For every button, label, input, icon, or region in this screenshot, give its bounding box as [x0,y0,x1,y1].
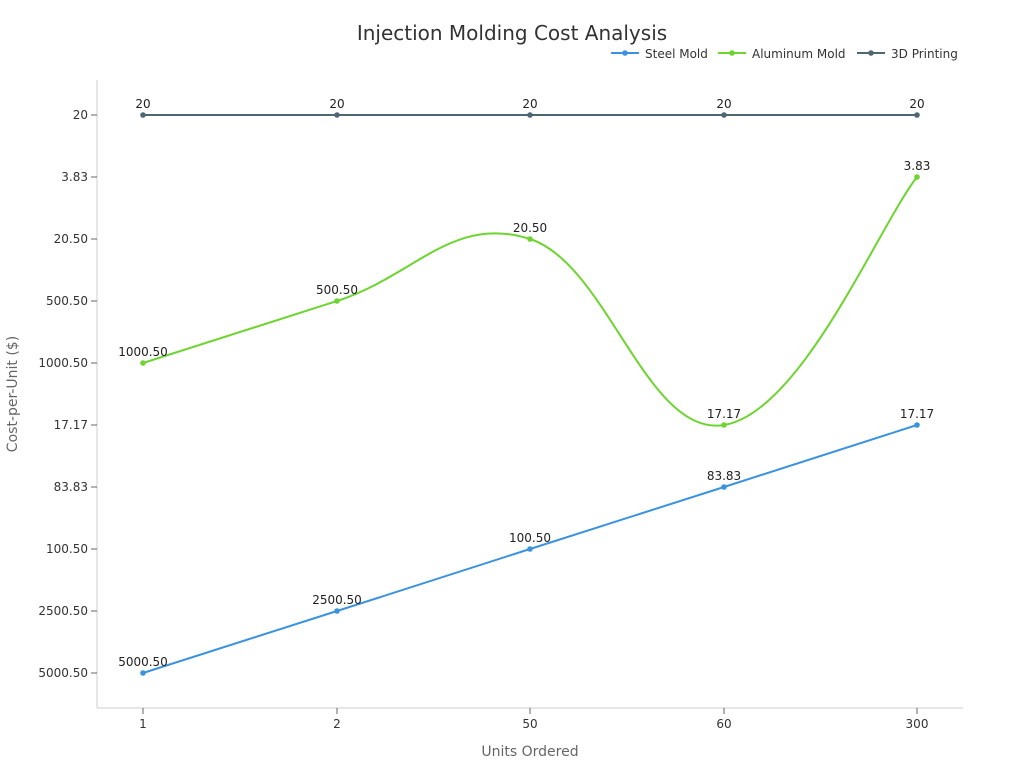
data-point-steel-mold[interactable] [527,546,533,552]
legend-marker [622,50,628,56]
x-tick-label: 60 [716,717,731,731]
y-tick-label: 17.17 [54,418,88,432]
legend-item-3d-printing[interactable]: 3D Printing [857,47,958,61]
legend: Steel Mold Aluminum Mold 3D Printing [611,47,958,61]
x-tick-label: 2 [333,717,341,731]
y-tick-label: 20.50 [54,232,88,246]
x-tick-label: 1 [139,717,147,731]
legend-marker [729,50,735,56]
data-point-3d-printing[interactable] [140,112,146,118]
y-axis-ticks: 5000.50 2500.50 100.50 83.83 17.17 1000.50 500… [38,108,97,680]
data-label-steel-mold: 2500.50 [312,593,362,607]
data-label-steel-mold: 100.50 [509,531,551,545]
data-point-3d-printing[interactable] [914,112,920,118]
y-tick-label: 20 [73,108,88,122]
y-tick-label: 83.83 [54,480,88,494]
data-label-aluminum-mold: 1000.50 [118,345,168,359]
data-label-3d-printing: 20 [522,97,537,111]
data-point-aluminum-mold[interactable] [721,422,727,428]
data-point-steel-mold[interactable] [914,422,920,428]
data-label-aluminum-mold: 500.50 [316,283,358,297]
legend-label: Aluminum Mold [752,47,846,61]
legend-item-aluminum-mold[interactable]: Aluminum Mold [718,47,846,61]
data-label-aluminum-mold: 20.50 [513,221,547,235]
y-tick-label: 500.50 [46,294,88,308]
series-steel-mold: 5000.50 2500.50 100.50 83.83 17.17 [118,407,934,676]
x-axis-ticks: 1 2 50 60 300 [139,708,928,731]
y-tick-label: 3.83 [61,170,88,184]
data-label-steel-mold: 5000.50 [118,655,168,669]
series-layer: 5000.50 2500.50 100.50 83.83 17.17 1000.50 500… [118,97,934,676]
legend-label: Steel Mold [645,47,708,61]
y-tick-label: 2500.50 [38,604,88,618]
series-3d-printing: 20 20 20 20 20 [135,97,925,118]
data-point-aluminum-mold[interactable] [914,174,920,180]
legend-item-steel-mold[interactable]: Steel Mold [611,47,708,61]
data-label-steel-mold: 83.83 [707,469,741,483]
data-point-steel-mold[interactable] [334,608,340,614]
data-point-3d-printing[interactable] [334,112,340,118]
data-label-aluminum-mold: 3.83 [904,159,931,173]
x-axis-title: Units Ordered [481,744,578,760]
data-label-aluminum-mold: 17.17 [707,407,741,421]
legend-marker [868,50,874,56]
data-point-aluminum-mold[interactable] [527,236,533,242]
data-point-3d-printing[interactable] [527,112,533,118]
data-label-steel-mold: 17.17 [900,407,934,421]
data-label-3d-printing: 20 [135,97,150,111]
chart-title: Injection Molding Cost Analysis [357,21,667,45]
data-point-aluminum-mold[interactable] [334,298,340,304]
y-tick-label: 5000.50 [38,666,88,680]
y-axis-title: Cost-per-Unit ($) [5,336,21,452]
x-tick-label: 50 [522,717,537,731]
data-label-3d-printing: 20 [909,97,924,111]
y-tick-label: 1000.50 [38,356,88,370]
data-point-steel-mold[interactable] [721,484,727,490]
x-tick-label: 300 [906,717,929,731]
data-point-aluminum-mold[interactable] [140,360,146,366]
data-label-3d-printing: 20 [716,97,731,111]
data-label-3d-printing: 20 [329,97,344,111]
y-tick-label: 100.50 [46,542,88,556]
series-aluminum-mold: 1000.50 500.50 20.50 17.17 3.83 [118,159,930,428]
series-line-aluminum-mold [142,176,918,427]
data-point-steel-mold[interactable] [140,670,146,676]
legend-label: 3D Printing [891,47,958,61]
data-point-3d-printing[interactable] [721,112,727,118]
